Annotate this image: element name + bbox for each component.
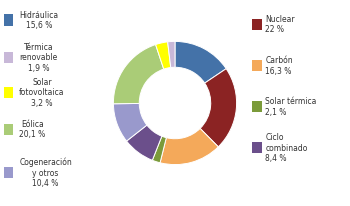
Text: Hidráulica
15,6 %: Hidráulica 15,6 % xyxy=(19,11,58,30)
Text: Carbón
16,3 %: Carbón 16,3 % xyxy=(265,56,293,76)
Text: Térmica
renovable
1,9 %: Térmica renovable 1,9 % xyxy=(19,43,57,73)
Wedge shape xyxy=(168,41,175,68)
Wedge shape xyxy=(156,42,171,69)
Text: Nuclear
22 %: Nuclear 22 % xyxy=(265,15,295,34)
Wedge shape xyxy=(175,41,226,83)
Text: Eólica
20,1 %: Eólica 20,1 % xyxy=(19,120,46,139)
Text: Cogeneración
y otros
10,4 %: Cogeneración y otros 10,4 % xyxy=(19,158,72,188)
Text: Solar térmica
2,1 %: Solar térmica 2,1 % xyxy=(265,97,317,117)
Wedge shape xyxy=(113,44,164,104)
Wedge shape xyxy=(160,128,218,165)
Text: Ciclo
combinado
8,4 %: Ciclo combinado 8,4 % xyxy=(265,133,308,163)
Wedge shape xyxy=(127,125,162,160)
Wedge shape xyxy=(113,103,147,141)
Wedge shape xyxy=(152,136,166,163)
Wedge shape xyxy=(200,69,237,147)
Text: Solar
fotovoltaica
3,2 %: Solar fotovoltaica 3,2 % xyxy=(19,78,65,108)
